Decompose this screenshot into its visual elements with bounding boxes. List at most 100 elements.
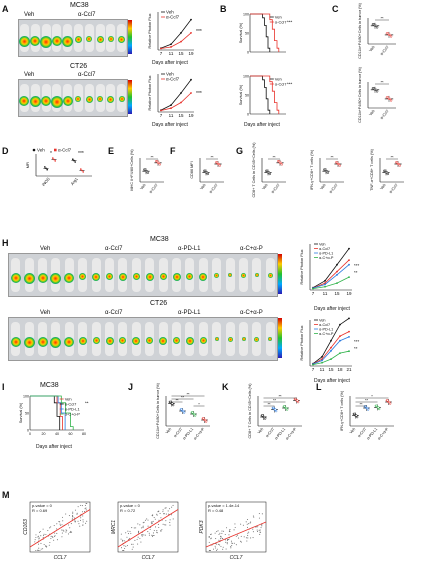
data-point xyxy=(52,157,54,159)
x-tick-label: 7 xyxy=(312,291,315,296)
y-axis-label: CD11b+F4/80+Cells in tumor (%) xyxy=(156,382,160,439)
x-tick-label: α-Ccl7 xyxy=(149,183,159,194)
legend-label: α-C+α-P xyxy=(65,412,81,417)
scatter-point xyxy=(146,518,148,520)
data-point xyxy=(364,405,367,408)
data-point xyxy=(385,171,389,174)
scatter-point xyxy=(45,546,48,548)
data-point xyxy=(321,359,323,362)
data-point xyxy=(375,90,379,93)
data-point xyxy=(215,161,219,164)
scatter-point xyxy=(124,547,126,550)
scatter-point xyxy=(49,527,51,529)
y-axis-label: IFN-γ+CD8+ T cells (%) xyxy=(310,149,314,190)
scatter-point xyxy=(165,524,167,526)
scatter-point xyxy=(56,532,58,535)
l-ifng-chart: IFN-γ+CD8+ T cells (%) Veh α-Ccl7α-PD-L1α-… xyxy=(340,390,394,441)
y-axis-label: CD86 MFI xyxy=(190,161,194,178)
scatter-point xyxy=(144,519,147,521)
scatter-point xyxy=(52,536,54,539)
scatter-point xyxy=(79,525,81,527)
bioluminescence-spot xyxy=(19,96,30,107)
panel-label-i: I xyxy=(2,382,5,392)
x-axis-label: CCL7 xyxy=(230,555,243,561)
data-point xyxy=(330,346,332,349)
data-point xyxy=(336,282,338,284)
scatter-point xyxy=(35,549,37,552)
significance-mark: *** xyxy=(354,263,360,268)
scatter-point xyxy=(34,539,36,541)
y-axis-label: TNF-α+CD8+ T cells (%) xyxy=(370,148,374,190)
scatter-point xyxy=(84,504,86,506)
scatter-point xyxy=(43,543,45,546)
significance-mark: *** xyxy=(354,339,360,344)
data-point xyxy=(372,87,376,90)
y-axis-label: Relative Photon Flux xyxy=(148,13,152,48)
data-point xyxy=(395,161,399,164)
scatter-point xyxy=(125,532,127,534)
a-mc38-colorbar xyxy=(128,20,132,54)
scatter-point xyxy=(123,540,125,542)
bioluminescence-spot xyxy=(145,272,154,281)
scatter-point xyxy=(150,521,152,523)
scatter-point xyxy=(208,541,210,543)
scatter-point xyxy=(40,542,42,545)
scatter-point xyxy=(163,513,165,515)
data-point xyxy=(323,168,327,171)
scatter-point xyxy=(39,549,41,552)
a-ccl7-label: α-Ccl7 xyxy=(78,12,96,18)
k-cd8-chart: CD8+ T Cells in CD45+Cells (%) Veh α-Ccl7 α… xyxy=(248,383,302,441)
scatter-point xyxy=(160,530,162,532)
legend-label: Veh xyxy=(65,397,72,402)
panel-label-k: K xyxy=(222,382,229,392)
scatter-point xyxy=(121,540,124,542)
y-axis-label: Relative Photon Flux xyxy=(300,325,304,360)
significance-mark: ** xyxy=(210,155,214,160)
scatter-point xyxy=(62,529,64,531)
scatter-point xyxy=(34,541,36,543)
scatter-point xyxy=(82,524,84,526)
a-ct26-imaging-image xyxy=(18,79,128,117)
series-line xyxy=(160,32,192,49)
scatter-point xyxy=(82,515,84,517)
series-line xyxy=(312,264,350,289)
data-point xyxy=(274,408,277,411)
scatter-point xyxy=(42,536,44,539)
data-point xyxy=(279,161,283,164)
x-tick-label: Veh xyxy=(379,183,386,191)
scatter-point xyxy=(70,531,72,533)
scatter-point xyxy=(222,548,224,550)
x-tick-label: α-C+α-P xyxy=(193,427,206,441)
regression-line xyxy=(29,509,91,548)
x-tick-label: 11 xyxy=(323,291,328,296)
data-point xyxy=(321,361,323,364)
scatter-point xyxy=(170,514,173,516)
scatter-point xyxy=(235,535,237,537)
h-xlabel-top: Days after inject xyxy=(314,306,350,312)
scatter-point xyxy=(84,511,86,513)
scatter-point xyxy=(72,511,74,513)
panel-label-f: F xyxy=(170,146,176,156)
scatter-point xyxy=(80,517,82,519)
scatter-point xyxy=(218,539,220,541)
scatter-point xyxy=(261,524,263,526)
data-point xyxy=(388,400,391,404)
scatter-point xyxy=(250,521,252,523)
significance-mark: ** xyxy=(85,401,89,406)
data-point xyxy=(272,406,275,410)
scatter-point xyxy=(129,537,131,539)
bioluminescence-spot xyxy=(92,272,101,281)
scatter-point xyxy=(158,526,160,529)
data-point xyxy=(377,406,380,409)
data-point xyxy=(277,160,281,163)
data-point xyxy=(202,417,205,420)
significance-mark: ** xyxy=(278,394,282,399)
scatter-point xyxy=(137,543,139,545)
bioluminescence-spot xyxy=(159,272,167,280)
bioluminescence-spot xyxy=(50,96,63,109)
data-point xyxy=(145,170,149,173)
legend-label: Veh xyxy=(319,319,326,323)
bioluminescence-spot xyxy=(118,96,125,103)
bioluminescence-spot xyxy=(50,336,62,348)
